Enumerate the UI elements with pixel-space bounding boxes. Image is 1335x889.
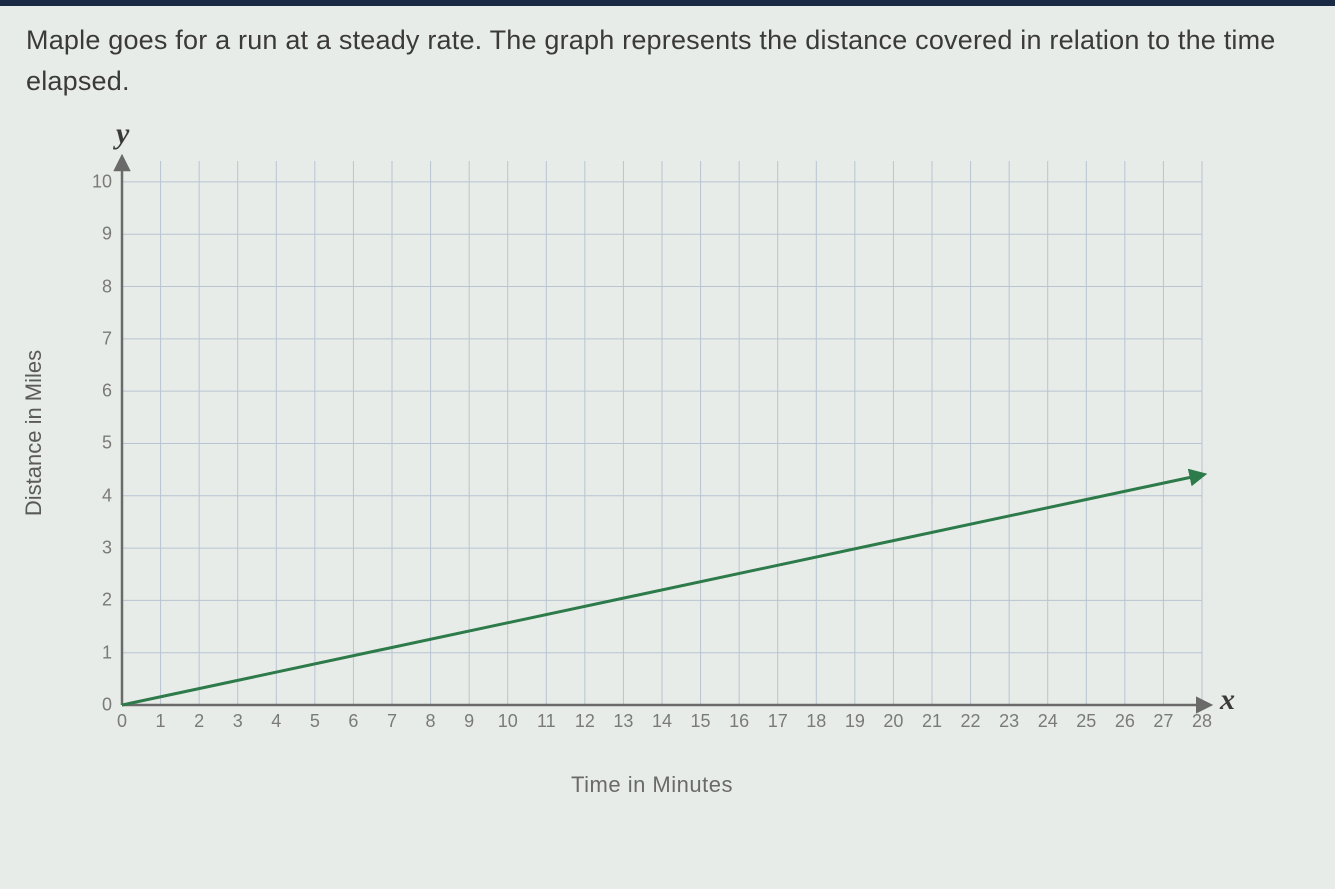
y-tick-label: 6 xyxy=(102,381,112,402)
x-tick-label: 8 xyxy=(426,711,436,732)
chart-container: Distance in Miles y x Time in Minutes 01… xyxy=(52,141,1252,798)
y-tick-label: 8 xyxy=(102,276,112,297)
x-tick-label: 24 xyxy=(1038,711,1058,732)
x-tick-label: 5 xyxy=(310,711,320,732)
x-tick-label: 19 xyxy=(845,711,865,732)
x-tick-label: 1 xyxy=(156,711,166,732)
chart-svg xyxy=(52,141,1252,731)
y-tick-label: 7 xyxy=(102,328,112,349)
x-tick-label: 16 xyxy=(729,711,749,732)
y-tick-label: 1 xyxy=(102,642,112,663)
x-tick-label: 6 xyxy=(348,711,358,732)
x-tick-label: 11 xyxy=(537,711,556,732)
y-tick-label: 9 xyxy=(102,224,112,245)
x-tick-label: 20 xyxy=(883,711,903,732)
x-tick-label: 9 xyxy=(464,711,474,732)
x-tick-label: 2 xyxy=(194,711,204,732)
y-axis-variable: y xyxy=(116,117,129,151)
y-tick-label: 0 xyxy=(102,695,112,716)
x-tick-label: 0 xyxy=(117,711,127,732)
x-tick-label: 18 xyxy=(806,711,826,732)
problem-statement: Maple goes for a run at a steady rate. T… xyxy=(26,20,1309,101)
x-tick-label: 21 xyxy=(922,711,942,732)
x-tick-label: 28 xyxy=(1192,711,1212,732)
x-tick-label: 4 xyxy=(271,711,281,732)
x-tick-label: 27 xyxy=(1153,711,1173,732)
x-tick-label: 13 xyxy=(613,711,633,732)
x-tick-label: 10 xyxy=(498,711,518,732)
content-area: Maple goes for a run at a steady rate. T… xyxy=(0,6,1335,798)
x-tick-label: 14 xyxy=(652,711,672,732)
x-tick-label: 15 xyxy=(691,711,711,732)
x-axis-title: Time in Minutes xyxy=(52,742,1252,798)
y-tick-label: 4 xyxy=(102,485,112,506)
y-tick-label: 5 xyxy=(102,433,112,454)
x-tick-label: 22 xyxy=(961,711,981,732)
x-tick-label: 12 xyxy=(575,711,595,732)
x-tick-label: 17 xyxy=(768,711,788,732)
y-tick-label: 3 xyxy=(102,538,112,559)
x-tick-label: 25 xyxy=(1076,711,1096,732)
y-tick-label: 2 xyxy=(102,590,112,611)
x-tick-label: 23 xyxy=(999,711,1019,732)
x-axis-variable: x xyxy=(1220,683,1235,717)
x-tick-label: 7 xyxy=(387,711,397,732)
y-axis-title: Distance in Miles xyxy=(21,350,47,516)
x-tick-label: 3 xyxy=(233,711,243,732)
y-tick-label: 10 xyxy=(92,171,112,192)
x-tick-label: 26 xyxy=(1115,711,1135,732)
